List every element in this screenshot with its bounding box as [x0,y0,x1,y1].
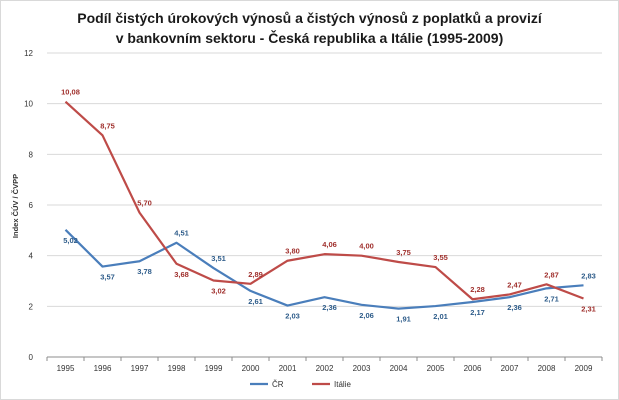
x-tick-label: 1997 [131,364,149,373]
data-label-italie: 2,47 [507,280,522,289]
data-label-cr: 2,83 [581,271,596,280]
data-label-cr: 5,02 [63,236,78,245]
x-tick-label: 2001 [279,364,297,373]
data-label-cr: 3,57 [100,273,115,282]
legend-label: ČR [272,380,284,389]
y-tick-label: 2 [29,302,34,311]
x-tick-label: 1995 [57,364,75,373]
data-label-cr: 2,06 [359,311,374,320]
y-tick-label: 4 [29,252,34,261]
x-tick-label: 1996 [94,364,112,373]
data-label-cr: 2,61 [248,297,263,306]
series-line-cr [64,229,584,310]
data-label-cr: 4,51 [174,229,189,238]
data-labels: 5,02 3,57 3,78 4,51 3,51 2,61 2,03 2,36 2,06 1,91… [61,88,596,324]
y-tick-label: 12 [24,49,33,58]
series-line-italie [64,100,584,301]
y-axis-label: Index ČÚV / ČVPP [11,174,20,238]
data-label-cr: 2,03 [285,312,300,321]
data-label-italie: 2,89 [248,270,263,279]
x-tick-label: 2009 [575,364,593,373]
x-tick-label: 2007 [501,364,519,373]
x-tick-label: 2005 [427,364,445,373]
data-label-italie: 3,68 [174,270,189,279]
legend-label: Itálie [334,380,351,389]
chart-title: Podíl čistých úrokových výnosů a čistých… [0,8,619,48]
data-label-cr: 3,51 [211,254,226,263]
data-label-cr: 2,71 [544,294,559,303]
data-label-italie: 3,55 [433,253,448,262]
y-tick-label: 8 [29,150,34,159]
data-label-italie: 4,06 [322,240,337,249]
x-tick-label: 2004 [390,364,408,373]
data-label-italie: 2,28 [470,285,485,294]
data-label-italie: 3,80 [285,247,300,256]
data-label-italie: 10,08 [61,88,80,97]
y-tick-label: 10 [24,100,33,109]
x-tick-labels: 1995 1996 1997 1998 1999 2000 2001 2002 2003 2004… [57,364,593,373]
data-label-cr: 1,91 [396,315,411,324]
x-tick-label: 2002 [316,364,334,373]
legend: ČR Itálie [250,380,351,389]
x-tick-label: 2008 [538,364,556,373]
data-label-cr: 2,01 [433,312,448,321]
data-label-italie: 2,31 [581,304,596,313]
data-label-cr: 2,36 [507,303,522,312]
chart-title-line2: v bankovním sektoru - Česká republika a … [115,30,504,46]
data-label-italie: 3,75 [396,248,411,257]
x-tick-label: 2006 [464,364,482,373]
data-label-italie: 2,87 [544,270,559,279]
data-label-italie: 5,70 [137,199,152,208]
x-tick-label: 1998 [168,364,186,373]
data-label-cr: 2,36 [322,303,337,312]
gridlines [46,52,603,361]
data-label-italie: 3,02 [211,286,226,295]
data-label-italie: 8,75 [100,121,115,130]
data-label-cr: 2,17 [470,308,485,317]
x-tick-label: 2003 [353,364,371,373]
y-tick-label: 0 [29,353,34,362]
x-tick-label: 1999 [205,364,223,373]
x-tick-label: 2000 [242,364,260,373]
data-label-cr: 3,78 [137,267,152,276]
y-tick-label: 6 [29,201,34,210]
series-lines [64,100,584,310]
y-tick-labels: 0 2 4 6 8 10 12 [24,49,33,362]
data-label-italie: 4,00 [359,242,374,251]
chart-title-line1: Podíl čistých úrokových výnosů a čistých… [77,10,542,26]
